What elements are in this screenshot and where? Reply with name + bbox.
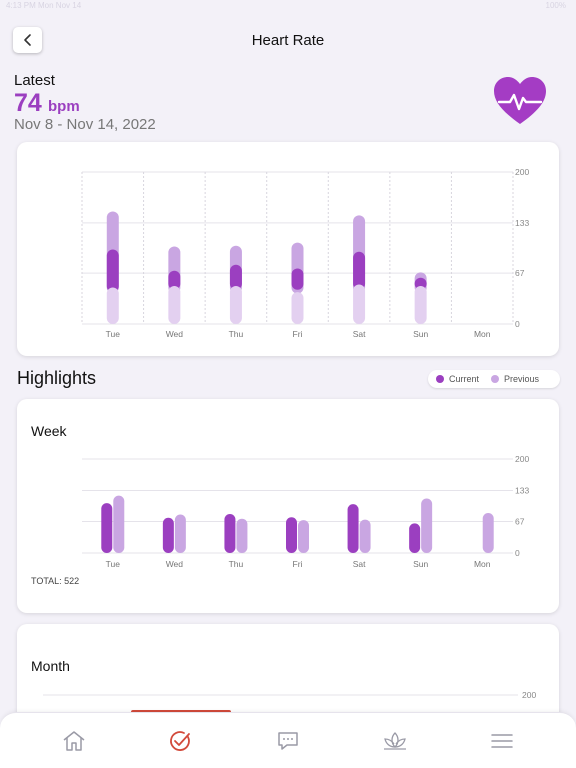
back-button[interactable] xyxy=(13,27,42,53)
previous-bar xyxy=(113,495,125,553)
month-chart: 200 xyxy=(43,690,536,700)
legend: Current Previous xyxy=(428,370,560,388)
x-tick-label: Wed xyxy=(166,329,184,339)
menu-icon xyxy=(491,734,513,748)
x-tick-label: Sat xyxy=(353,559,366,569)
home-icon xyxy=(63,731,85,751)
status-time: 4:13 PM Mon Nov 14 xyxy=(6,1,82,10)
current-bar xyxy=(101,503,113,553)
range-bar xyxy=(414,286,427,324)
x-tick-label: Thu xyxy=(229,559,244,569)
y-tick-label: 67 xyxy=(515,268,525,278)
x-tick-label: Fri xyxy=(293,329,303,339)
legend-current: Current xyxy=(436,374,479,384)
previous-bar xyxy=(359,519,371,553)
x-tick-label: Tue xyxy=(106,559,121,569)
range-bar xyxy=(353,284,366,324)
range-bar xyxy=(168,286,181,324)
week-card[interactable]: Week 0 67 133 200 Tue Wed Thu Fri Sat Sun Mon TOTA… xyxy=(17,399,559,613)
previous-bar xyxy=(298,520,309,553)
range-bar xyxy=(291,292,304,324)
range-bar xyxy=(229,286,242,324)
tab-bar xyxy=(0,712,576,768)
legend-current-swatch xyxy=(436,375,444,383)
y-tick-label: 0 xyxy=(515,319,520,329)
tab-mindfulness[interactable] xyxy=(375,721,415,761)
week-total: TOTAL: 522 xyxy=(31,576,80,586)
current-bar xyxy=(409,523,421,553)
tab-home[interactable] xyxy=(54,721,94,761)
previous-bar xyxy=(421,498,433,553)
x-tick-label: Tue xyxy=(106,329,121,339)
chevron-left-icon xyxy=(23,34,31,46)
y-tick-label: 200 xyxy=(515,454,529,464)
range-bar xyxy=(106,287,119,324)
y-tick-label: 133 xyxy=(515,218,529,228)
previous-bar xyxy=(174,514,186,553)
y-tick-label: 133 xyxy=(515,485,529,495)
range-chart: 0 67 133 200 Tue Wed Thu Fri Sat Sun Mon xyxy=(81,167,529,339)
range-bar xyxy=(291,268,304,290)
y-tick-label: 200 xyxy=(515,167,529,177)
legend-previous: Previous xyxy=(491,374,539,384)
latest-label: Latest xyxy=(14,72,55,89)
latest-unit: bpm xyxy=(48,98,80,115)
x-tick-label: Sun xyxy=(413,329,428,339)
range-bar xyxy=(168,270,181,290)
y-tick-label: 200 xyxy=(522,690,536,700)
legend-previous-swatch xyxy=(491,375,500,383)
x-tick-label: Wed xyxy=(166,559,184,569)
legend-current-label: Current xyxy=(449,374,480,384)
tab-menu[interactable] xyxy=(482,721,522,761)
x-tick-label: Mon xyxy=(474,559,491,569)
current-bar xyxy=(224,513,236,553)
week-card-title: Week xyxy=(31,423,67,439)
range-bar xyxy=(106,249,119,293)
weekly-range-card: 0 67 133 200 Tue Wed Thu Fri Sat Sun Mon xyxy=(17,142,559,356)
page-title: Heart Rate xyxy=(251,32,325,49)
status-battery: 100% xyxy=(545,1,566,10)
status-bar: 4:13 PM Mon Nov 14 100% xyxy=(0,0,576,14)
week-chart: 0 67 133 200 Tue Wed Thu Fri Sat Sun Mon xyxy=(82,454,529,569)
x-tick-label: Mon xyxy=(474,329,491,339)
range-bar xyxy=(353,251,366,290)
current-bar xyxy=(286,517,297,553)
y-tick-label: 67 xyxy=(515,517,525,527)
x-tick-label: Sat xyxy=(353,329,366,339)
legend-previous-label: Previous xyxy=(504,374,540,384)
current-bar xyxy=(347,504,359,553)
y-tick-label: 0 xyxy=(515,548,520,558)
latest-value: 74 xyxy=(14,89,42,117)
previous-bar xyxy=(236,518,248,553)
date-range: Nov 8 - Nov 14, 2022 xyxy=(14,116,156,133)
check-circle-icon xyxy=(170,731,190,751)
highlights-heading: Highlights xyxy=(17,368,97,388)
tab-tracking[interactable] xyxy=(160,721,200,761)
chat-bubble-icon xyxy=(278,732,298,750)
range-bar xyxy=(229,264,242,290)
month-card-title: Month xyxy=(31,658,70,674)
lotus-icon xyxy=(384,732,406,750)
tab-messages[interactable] xyxy=(268,721,308,761)
current-bar xyxy=(162,517,174,553)
x-tick-label: Sun xyxy=(413,559,428,569)
x-tick-label: Fri xyxy=(293,559,303,569)
previous-bar xyxy=(482,513,494,553)
x-tick-label: Thu xyxy=(229,329,244,339)
range-bar xyxy=(414,277,427,290)
heart-pulse-icon xyxy=(494,77,546,124)
